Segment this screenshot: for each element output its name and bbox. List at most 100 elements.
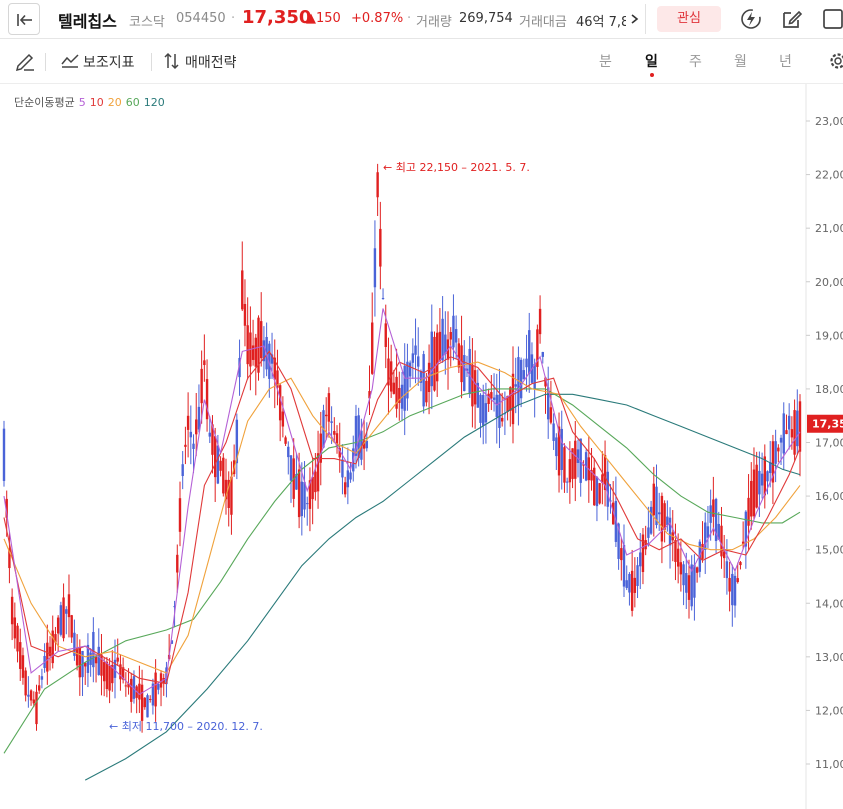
ma-legend[interactable]: 단순이동평균 5 10 20 60 120 [14, 94, 169, 110]
pencil-icon[interactable] [14, 51, 36, 71]
moving-averages [3, 308, 801, 781]
candle-body [379, 228, 382, 267]
candle-body [398, 387, 401, 403]
favorite-button[interactable]: 관심 [657, 6, 721, 32]
candle-body [40, 676, 44, 680]
candle-body [785, 430, 788, 435]
y-tick-label: 21,000 [815, 222, 843, 235]
candle-body [766, 471, 769, 482]
ma5-line [3, 308, 801, 695]
candle-body [284, 437, 287, 444]
candle-body [224, 479, 228, 500]
candle-body [392, 382, 396, 394]
candle-body [747, 497, 750, 526]
candle-body [655, 486, 658, 526]
period-day[interactable]: 일 [645, 54, 658, 70]
candle-body [387, 358, 390, 386]
candles [2, 163, 802, 733]
candle-body [771, 441, 775, 483]
current-price: 17,350 [242, 7, 312, 28]
low-annotation: ← 최저 11,700 – 2020. 12. 7. [109, 720, 263, 733]
candle-body [159, 673, 163, 688]
candle-body [796, 410, 799, 447]
ma60-line [3, 388, 801, 754]
candle-body [13, 617, 17, 639]
candle-body [192, 443, 195, 449]
volume-value: 269,754 [459, 11, 513, 26]
candle-body [779, 437, 783, 443]
candle-body [706, 526, 710, 538]
candle-body [368, 391, 371, 399]
candle-body [222, 457, 225, 494]
candle-body [557, 426, 561, 476]
candle-body [514, 384, 517, 387]
candle-body [170, 640, 174, 644]
candle-body [376, 172, 379, 198]
candle-body [343, 482, 347, 495]
candle-body [701, 543, 704, 559]
candle-body [157, 683, 160, 690]
divider [151, 53, 152, 71]
candle-body [695, 567, 699, 573]
candle-body [306, 503, 309, 505]
candle-body [330, 421, 333, 423]
candle-body [16, 625, 19, 652]
candle-body [124, 685, 128, 687]
candle-body [636, 565, 639, 586]
candle-body [647, 527, 650, 538]
period-minute[interactable]: 분 [599, 54, 612, 70]
expand-icon[interactable] [821, 7, 843, 31]
candle-body [793, 410, 796, 455]
candle-body [490, 392, 493, 399]
ma10-line [3, 350, 801, 685]
candle-body [251, 345, 255, 360]
candle-body [200, 368, 203, 404]
candle-body [27, 694, 30, 697]
candle-body [300, 481, 304, 517]
candle-body [419, 371, 423, 383]
candle-body [56, 617, 60, 634]
candle-body [276, 370, 279, 388]
candle-body [362, 440, 366, 449]
lightning-icon[interactable] [739, 7, 763, 31]
candlestick-chart[interactable]: 23,000 22,000 21,000 20,000 19,000 18,000 17,0… [0, 84, 843, 809]
candle-body [37, 685, 41, 691]
candle-body [287, 446, 290, 458]
candle-body [733, 575, 737, 606]
candle-body [666, 516, 669, 526]
ma120-line [84, 393, 801, 781]
period-week[interactable]: 주 [689, 54, 702, 70]
period-year[interactable]: 년 [779, 54, 792, 70]
candle-body [230, 476, 233, 515]
candle-body [731, 573, 734, 606]
candle-body [712, 499, 715, 517]
chart-toolbar: 보조지표 매매전략 분 일 주 월 년 [0, 39, 843, 84]
indicator-button[interactable]: 보조지표 [83, 55, 135, 71]
back-to-start-button[interactable] [8, 3, 40, 35]
y-tick-label: 14,000 [815, 597, 843, 610]
edit-icon[interactable] [780, 7, 804, 31]
candle-body [216, 445, 220, 484]
candle-body [138, 683, 141, 700]
candle-body [533, 364, 536, 390]
candle-body [54, 634, 57, 643]
candle-body [498, 394, 501, 428]
candle-body [97, 646, 100, 675]
candle-body [565, 481, 569, 483]
candle-body [5, 498, 8, 518]
period-month[interactable]: 월 [734, 54, 747, 70]
candle-body [341, 459, 344, 478]
candle-body [243, 303, 247, 326]
candle-body [790, 429, 794, 438]
candle-body [641, 534, 645, 573]
candle-body [254, 337, 257, 367]
candle-body [541, 352, 544, 357]
settings-icon[interactable] [828, 51, 843, 71]
candle-body [119, 664, 122, 680]
candle-body [262, 340, 266, 362]
strategy-button[interactable]: 매매전략 [185, 55, 237, 71]
candle-body [438, 331, 442, 362]
candle-body [151, 683, 155, 706]
candle-body [503, 413, 507, 415]
chevron-right-icon[interactable] [627, 9, 643, 29]
